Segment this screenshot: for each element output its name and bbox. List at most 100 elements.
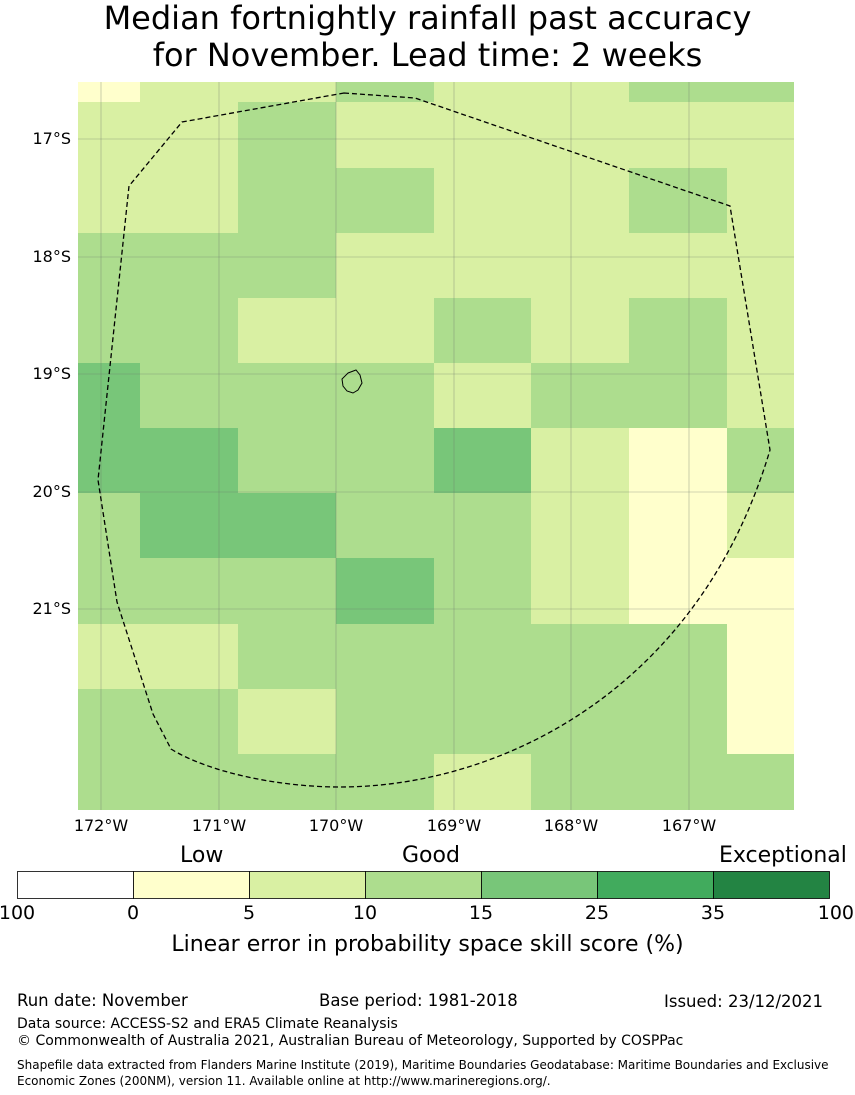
grid-cell (727, 82, 794, 103)
grid-cell (140, 298, 239, 364)
grid-cell (531, 233, 630, 299)
grid-cell (78, 624, 141, 690)
grid-cell (434, 624, 532, 690)
grid-cell (78, 493, 141, 559)
colorbar-segment (713, 871, 830, 899)
grid-cell (238, 493, 337, 559)
colorbar-tick: 0 (126, 902, 140, 924)
grid-cell (78, 754, 141, 810)
grid-cell (238, 689, 337, 755)
grid-cell (727, 233, 794, 299)
grid-cell (727, 493, 794, 559)
grid-cell (434, 363, 532, 429)
grid-cell (629, 754, 728, 810)
grid-cell (531, 558, 630, 625)
grid-cell (336, 233, 435, 299)
eez-boundary (97, 92, 771, 788)
grid-cell (78, 298, 141, 364)
grid-cell (629, 298, 728, 364)
title-line-1: Median fortnightly rainfall past accurac… (103, 0, 752, 37)
title-line-2: for November. Lead time: 2 weeks (152, 36, 703, 74)
grid-cell (78, 82, 141, 103)
grid-cell (629, 363, 728, 429)
grid-cell (727, 558, 794, 625)
grid-cell (78, 558, 141, 625)
grid-cell (434, 298, 532, 364)
grid-cell (238, 558, 337, 625)
legend-category-exceptional: Exceptional (719, 843, 847, 868)
lat-label: 19°S (32, 364, 71, 383)
grid-cell (140, 754, 239, 810)
shapefile-credit: Shapefile data extracted from Flanders M… (17, 1057, 847, 1089)
grid-cell (727, 428, 794, 494)
grid-cell (336, 689, 435, 755)
grid-cell (629, 82, 728, 103)
grid-cell (434, 233, 532, 299)
grid-cell (434, 82, 532, 103)
grid-cell (78, 428, 141, 494)
copyright: © Commonwealth of Australia 2021, Austra… (17, 1033, 684, 1049)
grid-cell (434, 168, 532, 234)
colorbar-segment (249, 871, 366, 899)
legend-category-good: Good (402, 843, 460, 868)
colorbar-tick: 25 (584, 902, 610, 924)
lon-label: 169°W (426, 816, 482, 835)
colorbar-tick: 35 (700, 902, 726, 924)
colorbar-tick: 10 (352, 902, 378, 924)
grid-cell (336, 102, 435, 169)
grid-cell (140, 233, 239, 299)
grid-cell (140, 102, 239, 169)
grid-cell (727, 168, 794, 234)
island-outline (341, 369, 363, 394)
grid-cell (140, 493, 239, 559)
colorbar-segment (597, 871, 714, 899)
grid-cell (629, 493, 728, 559)
skill-grid (78, 82, 794, 810)
grid-cell (629, 233, 728, 299)
grid-cell (336, 363, 435, 429)
map-title: Median fortnightly rainfall past accurac… (0, 0, 855, 74)
grid-cell (434, 102, 532, 169)
grid-cell (238, 298, 337, 364)
grid-cell (336, 558, 435, 625)
grid-cell (434, 754, 532, 810)
grid-cell (727, 689, 794, 755)
grid-cell (238, 754, 337, 810)
grid-cell (238, 624, 337, 690)
grid-cell (531, 428, 630, 494)
lat-label: 17°S (32, 129, 71, 148)
grid-cell (238, 428, 337, 494)
grid-cell (238, 233, 337, 299)
grid-cell (336, 298, 435, 364)
lon-label: 171°W (191, 816, 247, 835)
grid-cell (336, 168, 435, 234)
colorbar-tick: 15 (468, 902, 494, 924)
grid-cell (629, 624, 728, 690)
grid-cell (238, 102, 337, 169)
colorbar-segment (365, 871, 482, 899)
lat-label: 18°S (32, 247, 71, 266)
grid-cell (78, 689, 141, 755)
grid-cell (336, 624, 435, 690)
colorbar-segment (133, 871, 250, 899)
grid-cell (531, 493, 630, 559)
grid-cell (140, 558, 239, 625)
colorbar-segment (481, 871, 598, 899)
lon-label: 168°W (543, 816, 599, 835)
colorbar-tick: 100 (817, 902, 854, 924)
grid-cell (238, 363, 337, 429)
grid-cell (140, 428, 239, 494)
shapefile-credit-line-2: Economic Zones (200NM), version 11. Avai… (17, 1074, 551, 1088)
colorbar-segment (17, 871, 134, 899)
grid-cell (629, 102, 728, 169)
grid-cell (531, 689, 630, 755)
grid-cell (531, 102, 630, 169)
run-date: Run date: November (17, 991, 188, 1010)
grid-cell (78, 233, 141, 299)
grid-cell (140, 168, 239, 234)
colorbar-tick: 5 (242, 902, 256, 924)
data-source: Data source: ACCESS-S2 and ERA5 Climate … (17, 1016, 398, 1032)
grid-cell (434, 493, 532, 559)
lat-label: 20°S (32, 482, 71, 501)
colorbar (17, 871, 830, 899)
